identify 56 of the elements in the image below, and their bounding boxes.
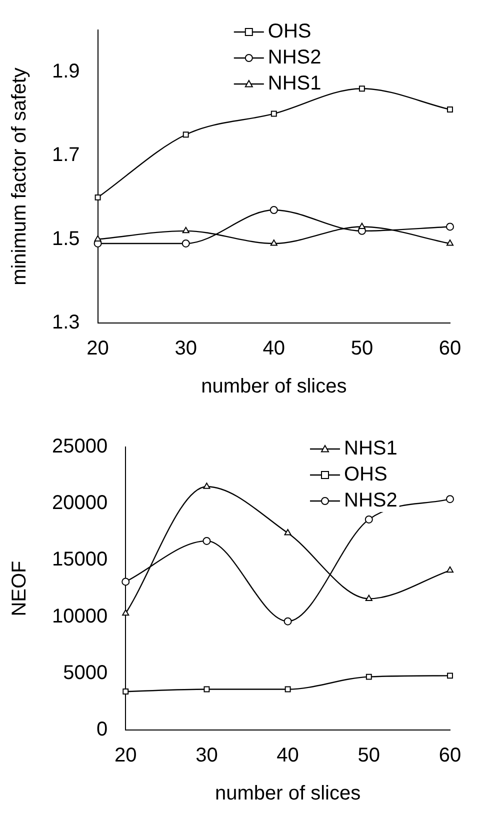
y-tick-label: 1.7 xyxy=(52,144,80,166)
point xyxy=(182,132,189,138)
y-tick-label: 1.3 xyxy=(52,312,80,334)
x-axis-title: number of slices xyxy=(214,782,361,805)
point xyxy=(284,686,291,692)
legend-label: OHS xyxy=(344,464,388,486)
legend-label: OHS xyxy=(268,20,312,43)
point xyxy=(94,194,101,200)
x-tick-label: 60 xyxy=(438,338,462,360)
point xyxy=(122,578,130,586)
point xyxy=(366,674,372,680)
x-tick-label: 50 xyxy=(350,338,374,360)
point xyxy=(446,222,454,231)
y-tick-label: 20000 xyxy=(52,492,108,514)
y-tick-label: 10000 xyxy=(52,605,108,628)
point xyxy=(270,110,277,117)
x-tick-label: 50 xyxy=(358,744,380,767)
point xyxy=(358,222,366,229)
legend-label: NHS1 xyxy=(344,438,398,460)
x-tick-label: 40 xyxy=(276,744,299,767)
x-tick-label: 60 xyxy=(438,744,462,767)
point xyxy=(446,566,454,573)
point xyxy=(270,206,278,214)
y-tick-label: 5000 xyxy=(63,662,108,684)
x-tick-label: 40 xyxy=(262,338,286,360)
y-tick-label: 25000 xyxy=(52,436,108,458)
point xyxy=(202,536,211,545)
point xyxy=(447,106,453,113)
point xyxy=(447,672,453,679)
y-axis-title: minimum factor of safety xyxy=(8,68,31,286)
x-tick-label: 30 xyxy=(174,338,197,360)
x-tick-label: 20 xyxy=(114,744,137,767)
point xyxy=(364,515,373,524)
legend-label: NHS2 xyxy=(344,490,398,512)
y-axis-title: NEOF xyxy=(8,560,31,616)
point xyxy=(446,239,454,246)
legend-label: NHS2 xyxy=(268,46,322,69)
y-tick-label: 0 xyxy=(96,718,108,741)
point xyxy=(182,239,190,248)
point xyxy=(284,529,292,536)
point xyxy=(446,495,454,504)
legend-label: NHS1 xyxy=(268,72,322,95)
x-tick-label: 20 xyxy=(86,338,109,360)
point xyxy=(122,688,129,694)
point xyxy=(358,86,365,92)
x-axis-title: number of slices xyxy=(201,376,347,398)
point xyxy=(204,686,210,692)
point xyxy=(365,594,372,601)
y-tick-label: 15000 xyxy=(52,548,108,571)
point xyxy=(284,617,292,626)
y-tick-label: 1.5 xyxy=(52,228,80,250)
y-tick-label: 1.9 xyxy=(52,60,80,82)
x-tick-label: 30 xyxy=(196,744,218,767)
point xyxy=(270,239,278,246)
point xyxy=(203,482,210,489)
point xyxy=(182,226,190,234)
